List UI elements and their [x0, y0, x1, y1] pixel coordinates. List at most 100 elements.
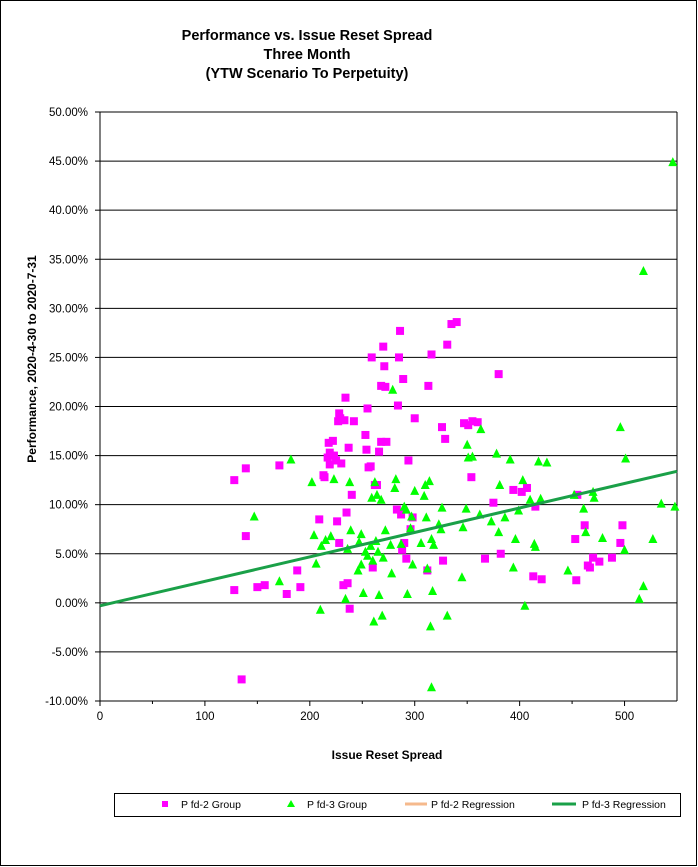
pfd3-point-84	[530, 541, 540, 551]
pfd3-point-28	[372, 489, 382, 499]
pfd2-point-11	[315, 515, 324, 524]
pfd2-point-91	[572, 576, 581, 585]
x-tick-label-0: 0	[97, 711, 103, 723]
pfd2-point-50	[380, 362, 389, 371]
pfd3-point-58	[429, 539, 439, 549]
pfd3-point-54	[425, 621, 435, 631]
pfd3-point-72	[492, 448, 502, 458]
x-tick-label-4: 400	[510, 711, 529, 723]
pfd2-point-37	[361, 430, 370, 439]
pfd2-point-25	[335, 538, 344, 547]
pfd2-point-0	[230, 476, 239, 485]
x-tick-label-3: 300	[405, 711, 424, 723]
y-tick-label-1: -5.00%	[52, 647, 88, 659]
pfd3-point-37	[388, 384, 398, 394]
green-line-icon	[552, 802, 576, 806]
pfd2-point-84	[509, 485, 518, 494]
pfd3-point-60	[436, 524, 446, 534]
pfd3-point-21	[363, 550, 373, 560]
pfd3-point-6	[315, 604, 325, 614]
pfd2-point-69	[438, 423, 447, 432]
pfd3-point-57	[428, 586, 438, 596]
pfd2-point-22	[333, 517, 342, 526]
pfd2-point-49	[379, 342, 388, 351]
legend: P fd-2 Group P fd-3 Group P fd-2 Regress…	[114, 793, 681, 817]
pfd2-point-55	[394, 353, 403, 362]
pfd2-point-52	[382, 437, 391, 446]
pfd2-point-35	[347, 490, 356, 499]
pfd2-point-75	[460, 419, 469, 428]
legend-label-pfd2-group: P fd-2 Group	[181, 799, 241, 811]
pfd2-point-17	[325, 460, 334, 469]
pfd2-point-29	[340, 416, 349, 425]
x-tick-label-5: 500	[615, 711, 634, 723]
scatter-plot: -10.00% -5.00% 0.00% 5.00% 10.00% 15.00% 20.00…	[45, 107, 680, 723]
pfd2-point-46	[375, 447, 384, 456]
pfd3-point-15	[353, 565, 363, 575]
pfd2-point-24	[335, 409, 344, 418]
pfd3-point-93	[589, 492, 599, 502]
pfd2-point-100	[618, 521, 627, 530]
pfd2-point-96	[589, 553, 598, 562]
pfd3-point-86	[536, 493, 546, 503]
pfd3-point-8	[321, 535, 331, 545]
pfd3-point-31	[376, 494, 386, 504]
pfd2-point-78	[468, 417, 477, 426]
pfd2-point-77	[467, 473, 476, 482]
pfd3-point-49	[419, 490, 429, 500]
pfd3-point-14	[346, 525, 356, 535]
pink-square-marker-icon	[162, 801, 168, 807]
pfd3-point-44	[406, 523, 416, 533]
pfd3-point-19	[358, 588, 368, 598]
pfd3-point-98	[634, 593, 644, 603]
pfd3-point-22	[366, 540, 376, 550]
pfd2-point-82	[494, 370, 503, 379]
y-tick-label-0: -10.00%	[45, 696, 88, 708]
pfd2-point-83	[496, 549, 505, 558]
pfd3-point-9	[326, 531, 336, 541]
pfd3-point-85	[534, 456, 544, 466]
pfd2-point-62	[404, 456, 413, 465]
pfd2-point-21	[332, 456, 341, 465]
pfd2-point-86	[522, 483, 531, 492]
pfd2-point-59	[399, 375, 408, 384]
pfd3-point-78	[510, 534, 520, 544]
pfd2-point-20	[329, 451, 338, 460]
y-tick-label-10: 40.00%	[49, 205, 88, 217]
pfd2-point-9	[293, 566, 302, 575]
pfd3-point-23	[367, 492, 377, 502]
pfd3-point-101	[648, 534, 658, 544]
pfd3-point-33	[378, 552, 388, 562]
pfd2-point-76	[464, 421, 473, 430]
pfd3-point-48	[416, 537, 426, 547]
pfd3-point-25	[369, 616, 379, 626]
pfd2-point-60	[400, 538, 409, 547]
chart-title-line-2: Three Month	[263, 47, 351, 63]
pfd2-point-42	[367, 353, 376, 362]
pfd3-point-100	[638, 581, 648, 591]
pfd3-point-62	[442, 610, 452, 620]
y-tick-label-11: 45.00%	[49, 156, 88, 168]
pfd2-point-3	[241, 532, 250, 541]
pfd2-point-95	[585, 563, 594, 572]
x-axis-label: Issue Reset Spread	[331, 748, 443, 762]
pfd3-point-94	[598, 533, 608, 543]
pfd3-point-17	[356, 559, 366, 569]
pfd3-point-42	[401, 504, 411, 514]
pfd2-point-5	[253, 583, 262, 592]
pfd3-point-1	[274, 576, 284, 586]
pfd3-point-13	[345, 477, 355, 487]
pfd2-point-81	[489, 498, 498, 507]
pfd2-point-65	[410, 414, 419, 423]
pfd2-point-2	[237, 675, 246, 684]
pfd2-point-19	[328, 436, 337, 445]
y-tick-label-7: 25.00%	[49, 352, 88, 364]
pfd3-point-90	[579, 503, 589, 513]
pfd3-point-68	[467, 451, 477, 461]
legend-label-pfd2-regression: P fd-2 Regression	[431, 799, 515, 811]
pfd2-point-87	[529, 572, 538, 581]
pfd3-point-38	[390, 482, 400, 492]
pfd2-point-28	[339, 581, 348, 590]
pfd3-point-39	[391, 474, 401, 484]
y-tick-label-5: 15.00%	[49, 451, 88, 463]
